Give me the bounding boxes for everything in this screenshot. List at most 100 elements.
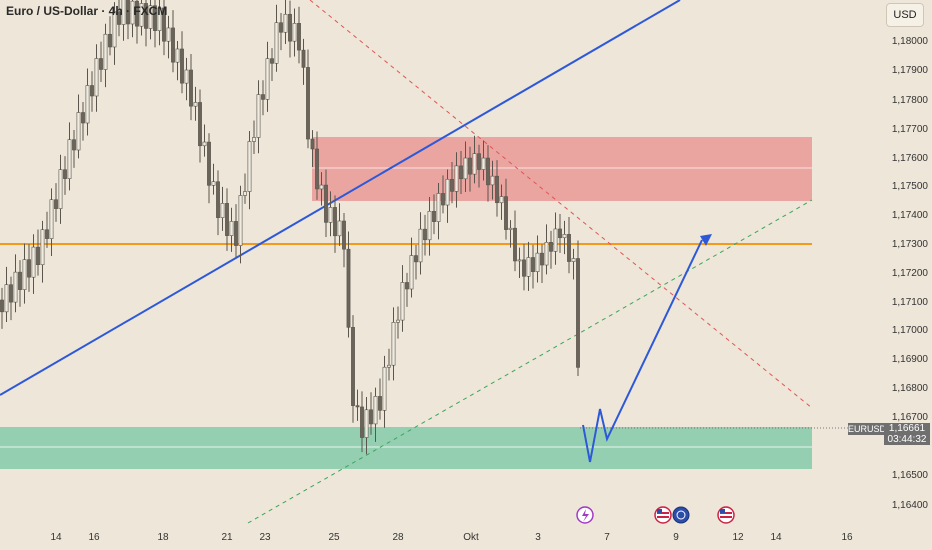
candle-body — [85, 85, 90, 124]
time-tick: 14 — [770, 532, 782, 543]
candle-body — [468, 157, 472, 175]
time-tick: 25 — [328, 532, 340, 543]
candle-body — [459, 165, 463, 180]
candle-body — [243, 191, 247, 196]
candle-body — [315, 148, 319, 190]
candle-body — [126, 0, 130, 25]
us-flag-icon[interactable] — [717, 506, 735, 524]
time-tick: 18 — [157, 532, 169, 543]
candle-body — [333, 207, 337, 237]
price-tick: 1,16800 — [891, 383, 928, 394]
candle-body — [175, 48, 180, 63]
candle-body — [189, 69, 193, 107]
candle-body — [198, 102, 202, 147]
price-tick: 1,16900 — [891, 354, 928, 365]
candle-body — [346, 248, 351, 328]
candle-body — [531, 257, 535, 272]
candle-body — [544, 241, 549, 266]
candle-body — [306, 67, 310, 140]
globe-icon[interactable] — [672, 506, 690, 524]
currency-button[interactable]: USD — [886, 3, 924, 27]
candle-body — [441, 193, 445, 206]
candle-body — [495, 175, 499, 204]
candle-body — [247, 141, 252, 192]
projection-arrowhead — [700, 234, 712, 246]
time-tick: 7 — [604, 532, 610, 543]
candle-body — [508, 227, 513, 230]
candle-body — [517, 259, 522, 262]
candlestick-series[interactable] — [0, 0, 580, 455]
candle-body — [22, 259, 27, 290]
candle-body — [108, 33, 112, 48]
candle-body — [9, 284, 13, 303]
candle-body — [99, 58, 103, 70]
candle-body — [13, 271, 18, 303]
time-tick: 3 — [535, 532, 541, 543]
demand-zone[interactable] — [0, 427, 812, 469]
candle-body — [351, 327, 355, 406]
candle-body — [490, 175, 495, 186]
candle-body — [117, 11, 121, 25]
candle-body — [567, 234, 571, 262]
candle-body — [4, 284, 9, 313]
projection-path[interactable] — [582, 239, 703, 463]
candle-body — [328, 207, 333, 223]
last-price-label: 1,16661 03:44:32 — [884, 423, 930, 445]
candle-body — [49, 199, 54, 239]
candle-body — [418, 228, 423, 263]
candle-body — [472, 153, 477, 175]
candle-body — [135, 0, 139, 27]
candle-body — [45, 229, 49, 239]
price-tick: 1,16400 — [891, 500, 928, 511]
candle-body — [94, 58, 99, 97]
time-tick: 16 — [88, 532, 100, 543]
time-tick: 21 — [221, 532, 233, 543]
candle-body — [157, 7, 162, 31]
time-tick: 28 — [392, 532, 404, 543]
price-tick: 1,17000 — [891, 325, 928, 336]
candle-body — [139, 3, 144, 27]
candle-body — [301, 49, 306, 68]
us-flag-icon[interactable] — [654, 506, 672, 524]
candle-body — [220, 203, 225, 218]
price-tick: 1,16500 — [891, 470, 928, 481]
last-price-value: 1,16661 — [888, 423, 926, 434]
candle-body — [166, 27, 171, 42]
price-tick: 1,17800 — [891, 95, 928, 106]
candle-body — [229, 221, 234, 236]
price-tick: 1,17300 — [891, 239, 928, 250]
candle-body — [234, 221, 238, 246]
candle-body — [522, 259, 526, 277]
candle-body — [27, 259, 31, 278]
candle-body — [481, 157, 486, 170]
candle-body — [63, 169, 67, 179]
candle-body — [337, 220, 342, 237]
candle-body — [130, 0, 135, 25]
candle-body — [225, 203, 229, 236]
candle-body — [409, 255, 414, 290]
symbol-label: EURUSD — [848, 423, 887, 435]
candle-body — [18, 271, 22, 290]
ascending-trend-line[interactable] — [0, 0, 681, 396]
price-tick: 1,17400 — [891, 210, 928, 221]
candle-body — [207, 141, 211, 186]
candle-body — [283, 13, 288, 33]
candle-body — [67, 139, 72, 179]
candle-body — [414, 255, 418, 263]
support-dashed-line[interactable] — [247, 199, 813, 524]
candle-body — [274, 22, 279, 64]
candle-body — [562, 234, 567, 239]
candle-body — [463, 157, 468, 180]
candle-body — [90, 85, 94, 97]
candle-body — [387, 364, 391, 368]
candle-body — [36, 246, 40, 266]
lightning-icon[interactable] — [576, 506, 594, 524]
supply-zone[interactable] — [312, 137, 812, 201]
candle-body — [216, 181, 220, 218]
descending-dashed-line[interactable] — [309, 0, 813, 409]
candle-body — [571, 258, 576, 262]
candle-body — [54, 199, 58, 209]
candle-body — [486, 157, 490, 186]
